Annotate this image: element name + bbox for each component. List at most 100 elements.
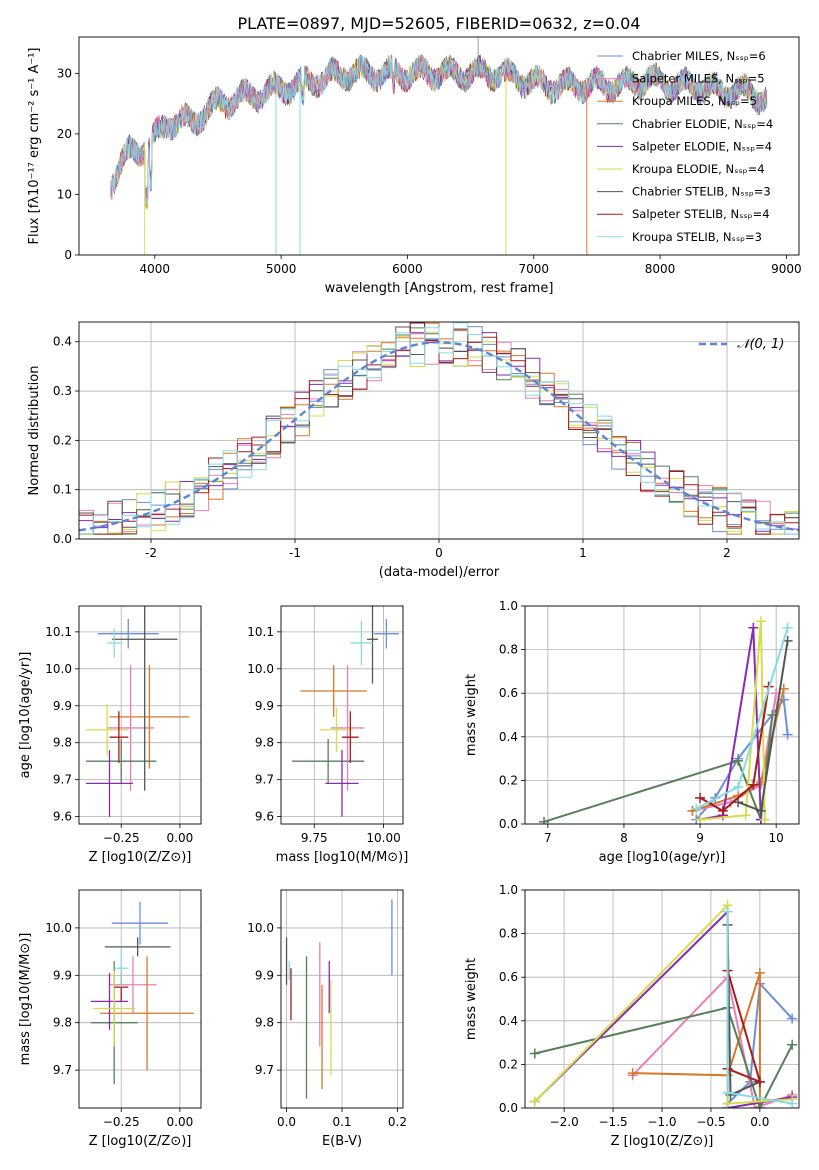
x-axis-label: wavelength [Angstrom, rest frame] — [325, 281, 554, 296]
legend-label: Salpeter ELODIE, Nₛₛₚ=4 — [632, 139, 772, 153]
weight-line — [631, 975, 793, 1108]
x-tick-label: 4000 — [140, 262, 171, 276]
x-tick-label: −0.25 — [103, 831, 140, 845]
weight-marker — [782, 622, 793, 633]
weight-marker — [722, 906, 733, 917]
residual-legend: 𝒩(0, 1) — [699, 337, 784, 352]
y-axis-label: Flux [fλ10⁻¹⁷ erg cm⁻² s⁻¹ A⁻¹] — [27, 48, 42, 245]
x-tick-label: −2.0 — [550, 1115, 579, 1129]
y-tick-label: 10.0 — [45, 662, 72, 676]
x-axis-label: Z [log10(Z/Z⊙)] — [89, 1134, 192, 1149]
y-tick-label: 1.0 — [499, 883, 518, 897]
y-tick-label: 10 — [57, 187, 72, 201]
y-tick-label: 10.1 — [45, 625, 72, 639]
weight_vs_age-plot-area — [539, 616, 793, 824]
y-tick-label: 30 — [57, 66, 72, 80]
y-tick-label: 9.8 — [53, 1016, 72, 1030]
age_vs_Z-plot-area — [86, 606, 190, 817]
mass_vs_Z-axes: −0.25 0.00 9.7 9.8 9.9 10.0 Z [log10(Z/Z⊙)] mas… — [18, 889, 202, 1149]
y-tick-label: 9.8 — [255, 1016, 274, 1030]
y-tick-label: 10.0 — [247, 921, 274, 935]
y-axis-label: age [log10(age/yr)] — [18, 652, 33, 779]
axes-frame — [78, 605, 202, 825]
y-tick-label: 0.8 — [499, 643, 518, 657]
x-axis-label: Z [log10(Z/Z⊙)] — [89, 850, 192, 865]
weight-marker — [787, 1039, 798, 1050]
x-tick-label: 5000 — [266, 262, 297, 276]
y-tick-label: 0.3 — [53, 384, 72, 398]
legend-label: Chabrier STELIB, Nₛₛₚ=3 — [632, 185, 771, 199]
weight-marker — [529, 1048, 540, 1059]
weight-marker — [691, 803, 702, 814]
axes-frame — [78, 321, 800, 540]
y-tick-label: 9.9 — [53, 699, 72, 713]
y-tick-label: 9.9 — [53, 968, 72, 982]
x-tick-label: 9 — [696, 831, 704, 845]
x-tick-label: 8000 — [645, 262, 676, 276]
weight-marker — [717, 805, 728, 816]
y-tick-label: 0.4 — [53, 335, 72, 349]
weight-marker — [722, 1087, 733, 1098]
weight-marker — [695, 814, 706, 824]
y-tick-label: 0.6 — [499, 970, 518, 984]
weight_vs_Z-plot-area — [529, 900, 798, 1108]
age_vs_Z-axes: −0.25 0.00 9.6 9.7 9.8 9.9 10.0 10.1 Z [log10(Z/… — [18, 605, 202, 865]
y-tick-label: 9.8 — [53, 736, 72, 750]
weight-marker — [755, 616, 766, 627]
weight-marker — [782, 729, 793, 740]
y-tick-label: 1.0 — [499, 599, 518, 613]
spectrum-line — [110, 55, 768, 207]
x-tick-label: 6000 — [392, 262, 423, 276]
y-tick-label: 9.9 — [255, 699, 274, 713]
y-tick-label: 9.6 — [53, 810, 72, 824]
weight-marker — [627, 1068, 638, 1079]
x-axis-label: Z [log10(Z/Z⊙)] — [611, 1134, 714, 1149]
legend-label: 𝒩(0, 1) — [737, 337, 784, 352]
weight-line — [534, 1006, 794, 1108]
axes-frame — [78, 36, 800, 256]
spectrum-plot-area — [110, 37, 768, 255]
weight-line — [695, 627, 789, 810]
weight-marker — [748, 622, 759, 633]
weight-marker — [787, 1098, 798, 1108]
weight-marker — [748, 779, 759, 790]
x-tick-label: 8 — [620, 831, 628, 845]
weight-marker — [733, 755, 744, 766]
y-axis-label: mass weight — [464, 674, 479, 756]
x-tick-label: 7 — [544, 831, 552, 845]
y-tick-label: 9.6 — [255, 810, 274, 824]
x-tick-label: −1.0 — [647, 1115, 676, 1129]
mass_vs_ebv-axes: 0.0 0.1 0.2 9.7 9.8 9.9 10.0 E(B-V) — [247, 889, 407, 1149]
y-tick-label: 9.8 — [255, 736, 274, 750]
axes-frame — [524, 889, 800, 1109]
x-axis-label: E(B-V) — [322, 1134, 362, 1149]
weight-marker — [740, 810, 751, 821]
legend-label: Kroupa MILES, Nₛₛₚ=5 — [632, 94, 757, 108]
legend-label: Kroupa STELIB, Nₛₛₚ=3 — [632, 230, 762, 244]
weight-marker — [749, 1103, 760, 1108]
y-axis-label: Normed distribution — [27, 366, 42, 496]
x-tick-label: −0.25 — [103, 1115, 140, 1129]
axes-frame — [78, 889, 202, 1109]
x-axis-label: (data-model)/error — [379, 565, 500, 580]
y-tick-label: 0.2 — [499, 1057, 518, 1071]
y-tick-label: 0.2 — [499, 773, 518, 787]
x-axis-label: mass [log10(M/M⊙)] — [276, 850, 409, 865]
x-tick-label: 0.2 — [388, 1115, 407, 1129]
weight-marker — [733, 781, 744, 792]
legend-label: Kroupa ELODIE, Nₛₛₚ=4 — [632, 162, 765, 176]
x-tick-label: −0.5 — [696, 1115, 725, 1129]
residual-histogram — [79, 322, 799, 535]
weight-line — [699, 686, 770, 813]
mass_vs_ebv-plot-area — [285, 899, 393, 1099]
weight-marker — [759, 814, 770, 824]
x-tick-label: 1 — [579, 546, 587, 560]
y-tick-label: 0.1 — [53, 483, 72, 497]
y-tick-label: 0.8 — [499, 927, 518, 941]
y-tick-label: 0.2 — [53, 433, 72, 447]
y-tick-label: 9.7 — [53, 773, 72, 787]
weight-line — [726, 981, 793, 1105]
x-tick-label: 0.00 — [167, 831, 194, 845]
y-tick-label: 20 — [57, 127, 72, 141]
